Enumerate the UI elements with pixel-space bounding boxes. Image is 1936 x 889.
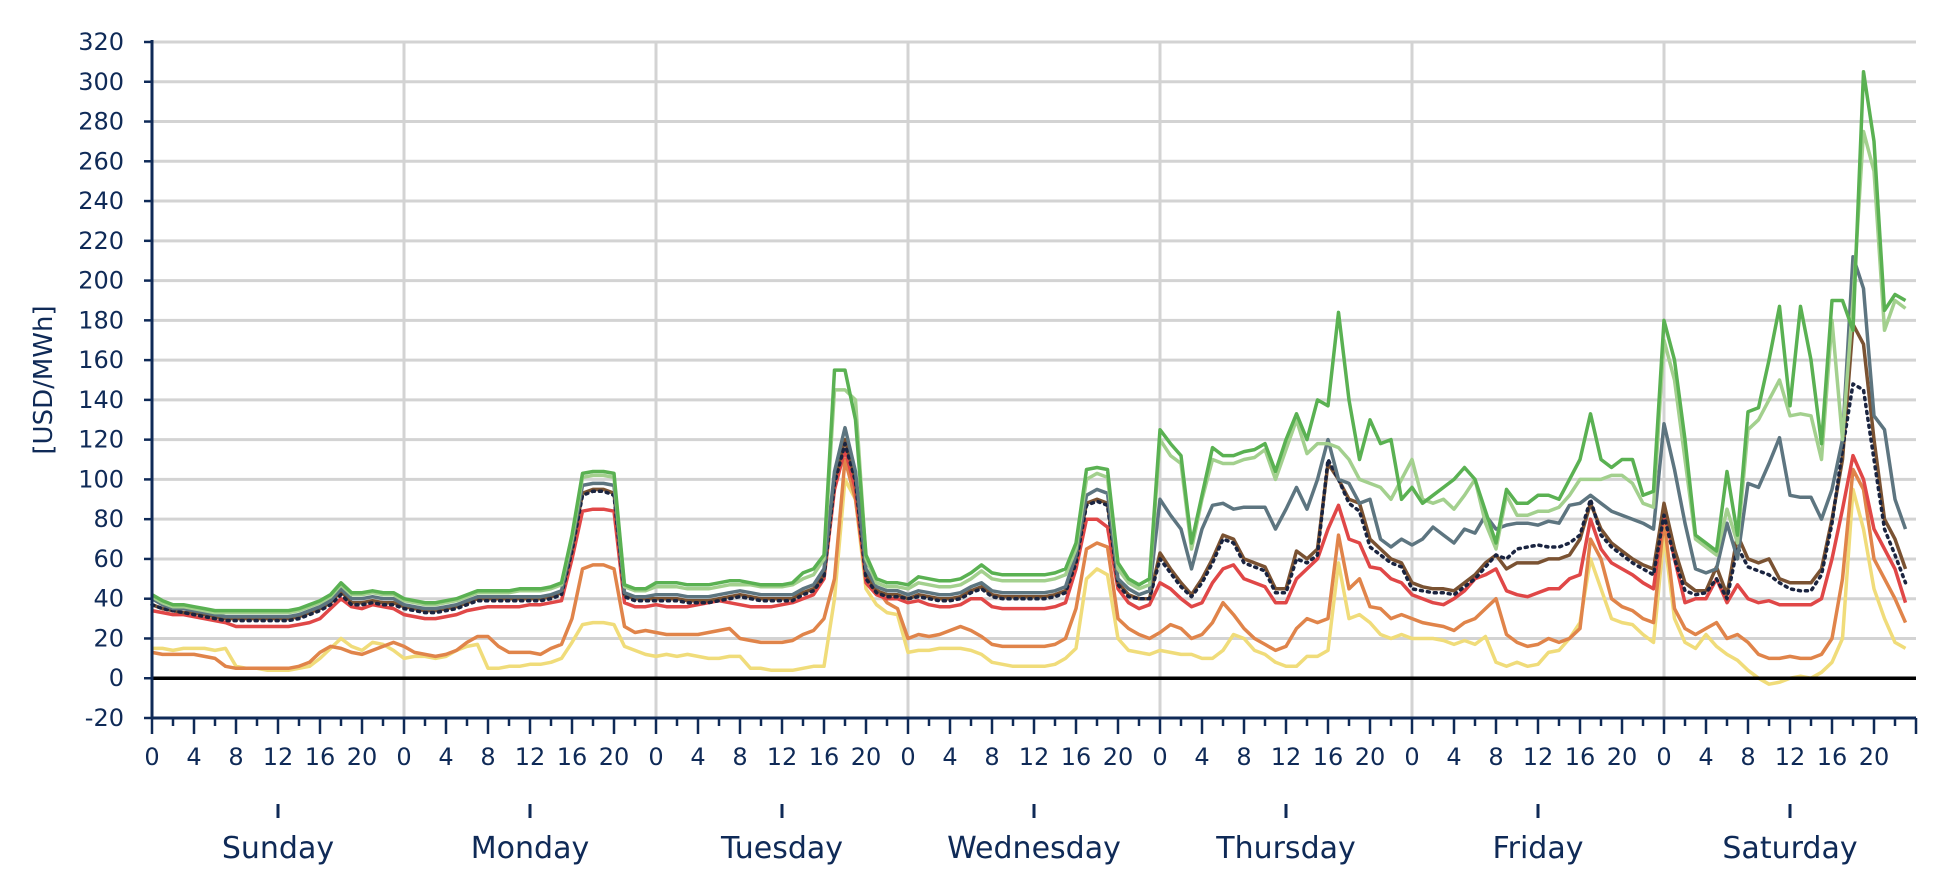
x-hour-label: 12 — [515, 743, 546, 771]
y-tick-label: 220 — [78, 227, 124, 255]
x-hour-label: 16 — [305, 743, 336, 771]
x-hour-label: 0 — [1404, 743, 1419, 771]
series-line-0 — [152, 477, 1907, 686]
y-tick-label: -20 — [85, 704, 124, 732]
x-hour-label: 16 — [557, 743, 588, 771]
series-line-1 — [151, 457, 1908, 671]
day-label: Saturday — [1722, 831, 1857, 866]
y-tick-label: 300 — [78, 68, 124, 96]
y-tick-label: 0 — [109, 664, 124, 692]
y-tick-label: 100 — [78, 465, 124, 493]
x-hour-label: 0 — [144, 743, 159, 771]
x-hour-label: 16 — [809, 743, 840, 771]
x-hour-label: 4 — [1194, 743, 1209, 771]
x-hour-label: 20 — [1355, 743, 1386, 771]
y-tick-label: 160 — [78, 346, 124, 374]
series-lines — [150, 70, 1908, 686]
x-hour-label: 12 — [767, 743, 798, 771]
x-hour-label: 16 — [1061, 743, 1092, 771]
x-hour-label: 20 — [599, 743, 630, 771]
y-axis-label: [USD/MWh] — [29, 305, 59, 454]
day-label: Thursday — [1215, 831, 1356, 866]
series-line-2 — [151, 447, 1908, 629]
x-hour-label: 8 — [1740, 743, 1755, 771]
day-label: Friday — [1493, 831, 1584, 866]
x-hour-label: 4 — [1698, 743, 1713, 771]
x-hour-label: 8 — [732, 743, 747, 771]
y-tick-label: 40 — [93, 585, 124, 613]
x-hour-label: 8 — [228, 743, 243, 771]
x-hour-label: 20 — [1103, 743, 1134, 771]
x-hour-label: 12 — [1523, 743, 1554, 771]
y-tick-label: 280 — [78, 108, 124, 136]
x-hour-label: 12 — [1019, 743, 1050, 771]
x-hour-label: 8 — [1488, 743, 1503, 771]
series-line-4 — [150, 382, 1908, 623]
x-hour-label: 12 — [263, 743, 294, 771]
x-hour-label: 20 — [1607, 743, 1638, 771]
x-hour-label: 20 — [1859, 743, 1890, 771]
x-hour-label: 20 — [851, 743, 882, 771]
y-tick-label: 240 — [78, 187, 124, 215]
x-hour-label: 4 — [1446, 743, 1461, 771]
y-tick-label: 200 — [78, 267, 124, 295]
day-label: Monday — [471, 831, 589, 866]
y-tick-label: 260 — [78, 147, 124, 175]
y-tick-label: 180 — [78, 306, 124, 334]
y-tick-label: 120 — [78, 426, 124, 454]
y-tick-label: 80 — [93, 505, 124, 533]
x-hour-label: 12 — [1271, 743, 1302, 771]
x-hour-label: 16 — [1313, 743, 1344, 771]
x-hour-label: 12 — [1775, 743, 1806, 771]
x-hour-label: 0 — [1152, 743, 1167, 771]
y-tick-label: 140 — [78, 386, 124, 414]
x-hour-label: 0 — [900, 743, 915, 771]
x-hour-label: 8 — [984, 743, 999, 771]
x-hour-label: 4 — [438, 743, 453, 771]
y-tick-label: 320 — [78, 28, 124, 56]
series-line-6 — [151, 129, 1907, 615]
x-hour-label: 16 — [1817, 743, 1848, 771]
series-line-3 — [151, 322, 1908, 621]
y-tick-label: 60 — [93, 545, 124, 573]
x-hour-label: 4 — [186, 743, 201, 771]
x-hour-label: 0 — [396, 743, 411, 771]
day-label: Sunday — [222, 831, 334, 866]
series-line-7 — [151, 70, 1907, 613]
x-hour-label: 8 — [1236, 743, 1251, 771]
day-label: Tuesday — [720, 831, 843, 866]
y-tick-label: 20 — [93, 624, 124, 652]
day-label: Wednesday — [947, 831, 1121, 866]
x-hour-label: 0 — [648, 743, 663, 771]
x-hour-label: 4 — [942, 743, 957, 771]
gridlines — [152, 40, 1916, 718]
x-hour-label: 4 — [690, 743, 705, 771]
series-line-5 — [151, 254, 1908, 619]
x-hour-label: 0 — [1656, 743, 1671, 771]
x-hour-label: 20 — [347, 743, 378, 771]
x-hour-label: 8 — [480, 743, 495, 771]
axes: -200204060801001201401601802002202402602… — [78, 28, 1918, 866]
x-hour-label: 16 — [1565, 743, 1596, 771]
